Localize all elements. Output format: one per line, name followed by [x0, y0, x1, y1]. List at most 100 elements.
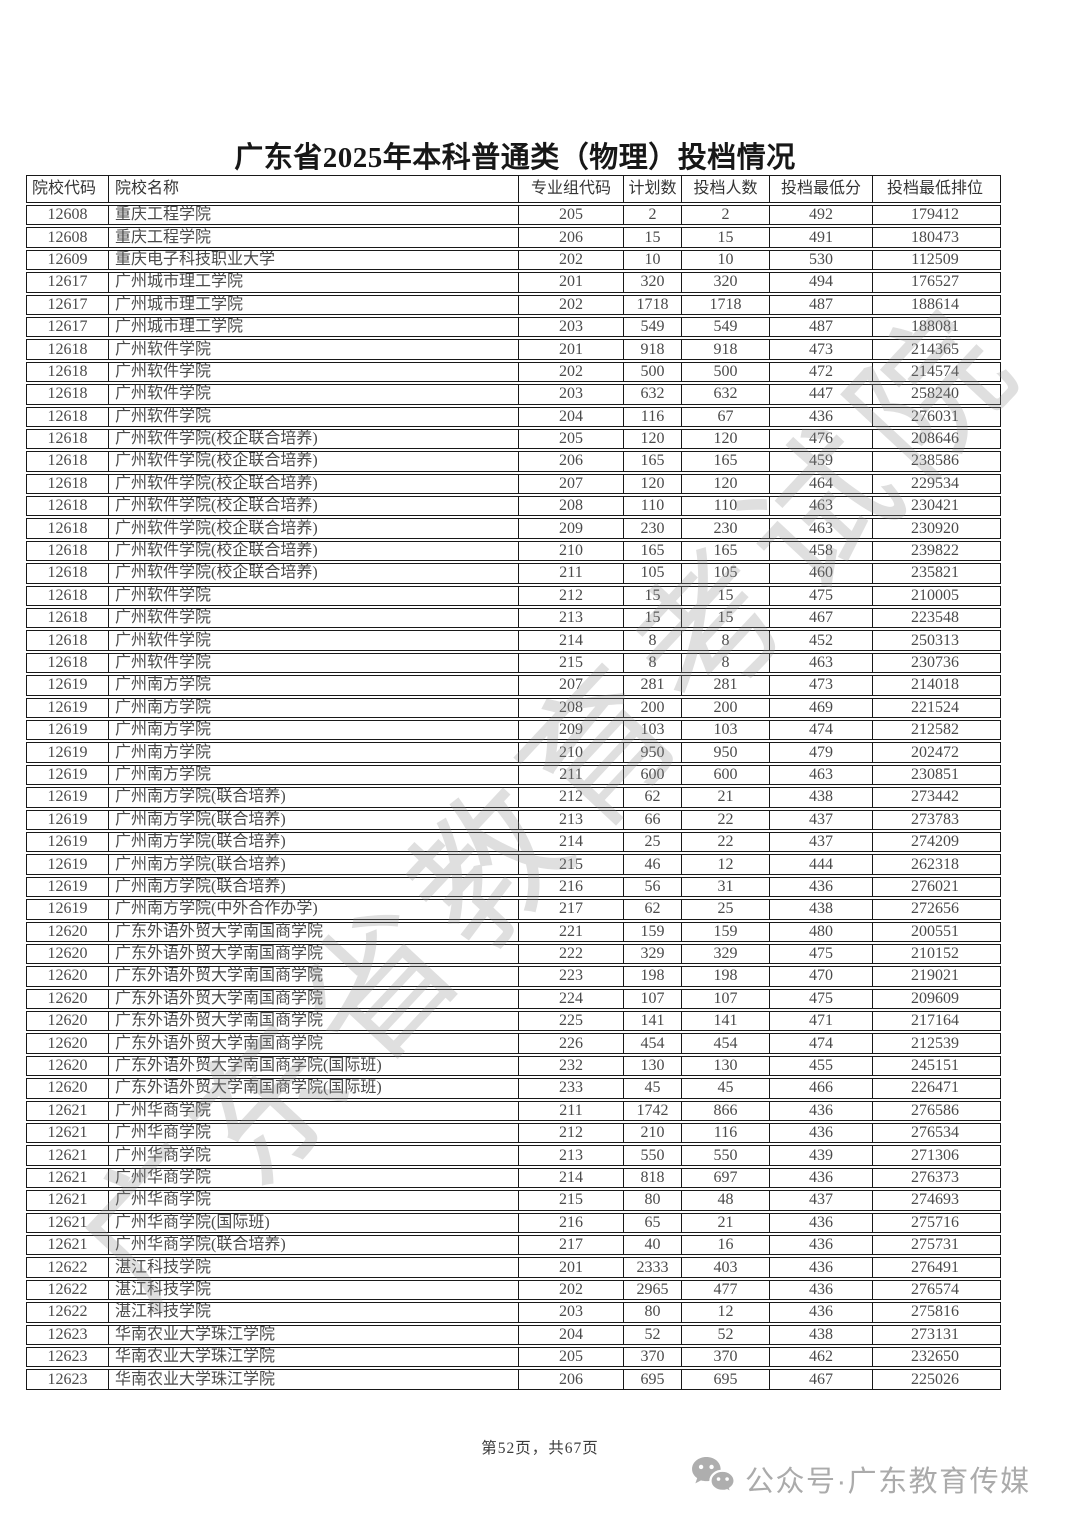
cell-plan-count: 1718 — [624, 295, 682, 314]
cell-institution-code: 12618 — [27, 362, 109, 382]
cell-min-score: 436 — [770, 1101, 873, 1121]
cell-min-score: 472 — [770, 362, 873, 382]
header-institution-name: 院校名称 — [109, 176, 519, 202]
cell-min-rank: 276574 — [911, 1280, 959, 1298]
table-row: 12617 广州城市理工学院 202 1718 1718 487 188614 — [26, 294, 1001, 315]
cell-institution-name: 广州南方学院(联合培养) — [109, 788, 519, 807]
table-row: 12617 广州城市理工学院 203 549 549 487 188081 — [26, 316, 1001, 338]
cell-institution-name: 广州华商学院 — [109, 1146, 519, 1165]
cell-major-group-code: 205 — [519, 429, 624, 449]
cell-min-rank: 230920 — [911, 519, 959, 537]
cell-major-group-code: 205 — [519, 1347, 624, 1367]
cell-institution-name: 广州南方学院(联合培养) — [109, 855, 519, 874]
table-row: 12619 广州南方学院(联合培养) 214 25 22 437 274209 — [26, 831, 1001, 853]
cell-institution-name: 广州软件学院(校企联合培养) — [109, 519, 519, 538]
cell-filed-count: 16 — [682, 1235, 770, 1255]
cell-filed-count: 500 — [682, 362, 770, 382]
table-row: 12617 广州城市理工学院 201 320 320 494 176527 — [26, 272, 1001, 293]
cell-institution-code: 12618 — [27, 497, 109, 516]
cell-institution-name: 湛江科技学院 — [109, 1280, 519, 1300]
cell-filed-count: 25 — [682, 900, 770, 919]
cell-major-group-code: 212 — [519, 788, 624, 807]
cell-min-rank: 221524 — [911, 698, 959, 716]
cell-institution-code: 12620 — [27, 989, 109, 1009]
cell-institution-name: 重庆电子科技职业大学 — [109, 250, 519, 270]
cell-min-rank: 180473 — [911, 228, 959, 246]
table-row: 12618 广州软件学院 204 116 67 436 276031 — [26, 406, 1001, 427]
table-row: 12609 重庆电子科技职业大学 202 10 10 530 112509 — [26, 249, 1001, 271]
cell-plan-count: 210 — [624, 1124, 682, 1143]
cell-plan-count: 110 — [624, 497, 682, 516]
table-row: 12618 广州软件学院(校企联合培养) 206 165 165 459 238586 — [26, 451, 1001, 472]
cell-filed-count: 120 — [682, 429, 770, 449]
cell-filed-count: 67 — [682, 407, 770, 426]
cell-major-group-code: 210 — [519, 743, 624, 762]
cell-min-score: 438 — [770, 900, 873, 919]
cell-min-rank: 219021 — [911, 967, 959, 985]
cell-min-rank: 209609 — [911, 989, 959, 1007]
cell-min-score: 437 — [770, 832, 873, 852]
wechat-account-label: 公众号·广东教育传媒 — [745, 1465, 1031, 1498]
table-row: 12622 湛江科技学院 201 2333 403 436 276491 — [26, 1257, 1001, 1278]
cell-institution-name: 广州华商学院 — [109, 1191, 519, 1210]
cell-institution-code: 12621 — [27, 1213, 109, 1232]
cell-min-rank: 276491 — [911, 1258, 959, 1276]
cell-min-rank: 273442 — [911, 788, 959, 806]
cell-institution-code: 12623 — [27, 1347, 109, 1367]
cell-min-score: 463 — [770, 653, 873, 673]
cell-filed-count: 165 — [682, 452, 770, 471]
cell-institution-code: 12621 — [27, 1191, 109, 1210]
cell-filed-count: 320 — [682, 273, 770, 292]
cell-filed-count: 477 — [682, 1280, 770, 1300]
cell-plan-count: 454 — [624, 1034, 682, 1053]
cell-filed-count: 12 — [682, 855, 770, 874]
cell-major-group-code: 213 — [519, 609, 624, 628]
cell-min-score: 436 — [770, 1280, 873, 1300]
cell-filed-count: 120 — [682, 474, 770, 494]
cell-major-group-code: 222 — [519, 944, 624, 964]
table-row: 12618 广州软件学院 213 15 15 467 223548 — [26, 608, 1001, 629]
cell-min-rank: 276586 — [911, 1101, 959, 1119]
cell-min-score: 474 — [770, 1034, 873, 1053]
cell-filed-count: 31 — [682, 877, 770, 897]
cell-filed-count: 15 — [682, 586, 770, 606]
cell-min-rank: 275816 — [911, 1303, 959, 1321]
cell-min-rank: 214365 — [911, 340, 959, 358]
cell-min-score: 438 — [770, 1325, 873, 1344]
cell-min-rank: 200551 — [911, 922, 959, 940]
wechat-watermark: 公众号·广东教育传媒 — [690, 1456, 1031, 1501]
cell-plan-count: 15 — [624, 586, 682, 606]
cell-min-score: 479 — [770, 743, 873, 762]
cell-institution-name: 广州城市理工学院 — [109, 273, 519, 292]
cell-filed-count: 107 — [682, 989, 770, 1009]
cell-institution-code: 12621 — [27, 1235, 109, 1255]
cell-min-rank: 239822 — [911, 542, 959, 560]
cell-filed-count: 130 — [682, 1056, 770, 1076]
cell-plan-count: 2333 — [624, 1258, 682, 1277]
cell-institution-name: 广州软件学院(校企联合培养) — [109, 564, 519, 583]
cell-min-rank: 212582 — [911, 721, 959, 739]
cell-filed-count: 141 — [682, 1012, 770, 1031]
table-row: 12619 广州南方学院 208 200 200 469 221524 — [26, 697, 1001, 718]
cell-min-rank: 235821 — [911, 564, 959, 582]
cell-filed-count: 21 — [682, 1213, 770, 1232]
cell-plan-count: 695 — [624, 1370, 682, 1389]
cell-institution-code: 12617 — [27, 317, 109, 337]
cell-plan-count: 107 — [624, 989, 682, 1009]
cell-filed-count: 198 — [682, 967, 770, 986]
table-row: 12621 广州华商学院(国际班) 216 65 21 436 275716 — [26, 1212, 1001, 1233]
cell-plan-count: 950 — [624, 743, 682, 762]
cell-major-group-code: 203 — [519, 1303, 624, 1322]
cell-major-group-code: 201 — [519, 273, 624, 292]
cell-plan-count: 141 — [624, 1012, 682, 1031]
cell-institution-code: 12608 — [27, 228, 109, 247]
cell-institution-code: 12619 — [27, 676, 109, 695]
cell-filed-count: 15 — [682, 228, 770, 247]
cell-major-group-code: 213 — [519, 1146, 624, 1165]
cell-institution-name: 重庆工程学院 — [109, 206, 519, 225]
table-row: 12623 华南农业大学珠江学院 204 52 52 438 273131 — [26, 1324, 1001, 1345]
cell-min-rank: 245151 — [911, 1057, 959, 1075]
cell-institution-code: 12623 — [27, 1370, 109, 1389]
cell-institution-code: 12622 — [27, 1303, 109, 1322]
cell-institution-code: 12619 — [27, 855, 109, 874]
